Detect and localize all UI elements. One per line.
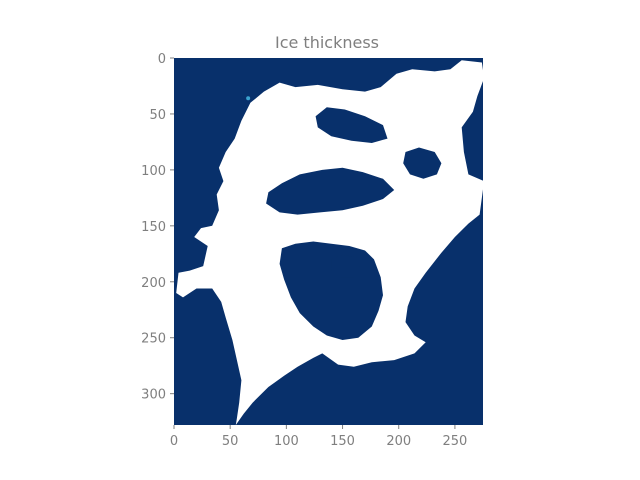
- thin-ice-region: [176, 60, 485, 425]
- x-tick-label: 0: [170, 434, 178, 449]
- y-tick-label: 50: [149, 108, 166, 123]
- x-tick-label: 50: [222, 434, 239, 449]
- y-tick-label: 300: [141, 388, 166, 403]
- heatmap-plot-area: [174, 58, 485, 425]
- y-tick-label: 100: [141, 164, 166, 179]
- thickness-spot: [246, 96, 251, 101]
- x-tick-label: 100: [274, 434, 299, 449]
- y-axis: 0 50 100 150 200 250 300: [141, 52, 174, 403]
- x-tick-label: 250: [442, 434, 467, 449]
- thick-ice-island: [331, 254, 361, 278]
- x-axis: 0 50 100 150 200 250: [170, 425, 467, 449]
- thick-ice-islands: [331, 254, 361, 278]
- y-tick-label: 0: [158, 52, 166, 67]
- y-tick-label: 250: [141, 332, 166, 347]
- y-tick-label: 200: [141, 276, 166, 291]
- chart-title: Ice thickness: [275, 33, 379, 52]
- x-tick-label: 150: [330, 434, 355, 449]
- y-tick-label: 150: [141, 220, 166, 235]
- x-tick-label: 200: [386, 434, 411, 449]
